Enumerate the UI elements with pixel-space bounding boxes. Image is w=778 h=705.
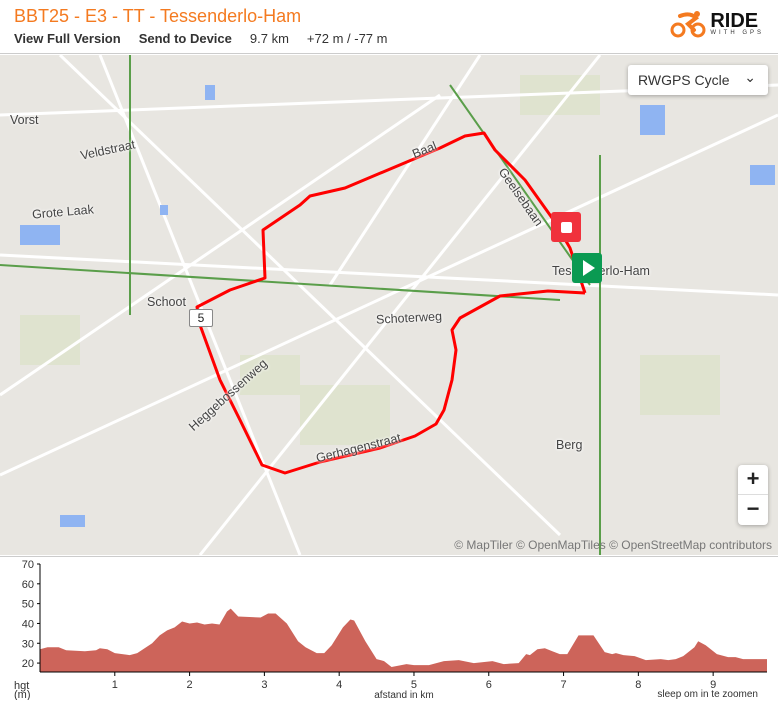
- route-line: [195, 131, 587, 475]
- map[interactable]: Vorst Veldstraat Grote Laak Schoot Baal …: [0, 55, 778, 555]
- x-tick-label: 4: [336, 679, 342, 691]
- start-marker[interactable]: [572, 253, 602, 283]
- zoom-in-button[interactable]: +: [738, 465, 768, 495]
- x-tick-label: 7: [560, 679, 566, 691]
- cycle-path: [449, 84, 591, 286]
- y-axis-label-unit: (m): [14, 689, 31, 700]
- y-tick-label: 20: [22, 658, 34, 670]
- route-title: BBT25 - E3 - TT - Tessenderlo-Ham: [14, 6, 302, 26]
- x-tick-label: 9: [710, 679, 716, 691]
- label-schoot: Schoot: [147, 295, 186, 309]
- park-area: [240, 355, 300, 395]
- view-full-version-link[interactable]: View Full Version: [14, 31, 121, 46]
- logo-text: RIDE: [710, 10, 759, 32]
- water: [60, 515, 85, 527]
- map-layer-select[interactable]: RWGPS Cycle ⌄: [628, 65, 768, 95]
- logo-subtext: WITH GPS: [710, 30, 764, 36]
- water: [160, 205, 168, 215]
- send-to-device-link[interactable]: Send to Device: [138, 31, 232, 46]
- map-attribution[interactable]: © MapTiler © OpenMapTiles © OpenStreetMa…: [454, 538, 772, 552]
- y-tick-label: 50: [22, 599, 34, 611]
- elevation-area: [40, 608, 767, 672]
- x-tick-label: 6: [486, 679, 492, 691]
- road: [0, 113, 778, 477]
- zoom-control: + −: [738, 465, 768, 525]
- water: [20, 225, 60, 245]
- map-canvas[interactable]: [0, 55, 778, 555]
- park-area: [20, 315, 80, 365]
- label-berg: Berg: [556, 438, 583, 452]
- road: [198, 55, 602, 555]
- ridewithgps-logo[interactable]: RIDE WITH GPS: [670, 10, 764, 38]
- y-tick-label: 70: [22, 559, 34, 571]
- y-tick-label: 60: [22, 579, 34, 591]
- map-layer-value: RWGPS Cycle: [638, 72, 730, 88]
- zoom-hint: sleep om in te zoomen: [657, 689, 758, 700]
- y-tick-label: 30: [22, 638, 34, 650]
- park-area: [300, 385, 390, 445]
- zoom-out-button[interactable]: −: [746, 496, 760, 521]
- label-vorst: Vorst: [10, 113, 39, 127]
- chevron-down-icon: ⌄: [744, 69, 756, 85]
- x-tick-label: 3: [261, 679, 267, 691]
- km-marker[interactable]: 5: [189, 309, 213, 327]
- x-tick-label: 1: [112, 679, 118, 691]
- stop-icon: [560, 221, 572, 233]
- distance-stat: 9.7 km: [249, 31, 289, 46]
- elevation-stat: +72 m / -77 m: [306, 31, 388, 46]
- elevation-svg[interactable]: 20 30 40 50 60 70 1 2 3 4 5 6 7 8 9 hgt(m) afstand in km…: [0, 557, 778, 701]
- road: [58, 55, 562, 537]
- x-tick-label: 2: [187, 679, 193, 691]
- header: BBT25 - E3 - TT - Tessenderlo-Ham View F…: [0, 0, 778, 54]
- road: [0, 93, 441, 397]
- play-icon: [582, 260, 595, 276]
- water: [750, 165, 775, 185]
- x-tick-label: 5: [411, 679, 417, 691]
- water: [205, 85, 215, 100]
- cycle-path: [0, 264, 561, 301]
- elevation-chart[interactable]: 20 30 40 50 60 70 1 2 3 4 5 6 7 8 9 hgt (m) afstand in km…: [0, 556, 778, 701]
- y-tick-label: 40: [22, 618, 34, 630]
- x-axis-label: afstand in km: [374, 690, 433, 700]
- end-marker[interactable]: [551, 212, 581, 242]
- x-tick-label: 8: [635, 679, 641, 691]
- park-area: [640, 355, 720, 415]
- water: [640, 105, 665, 135]
- cyclist-icon: [670, 11, 706, 38]
- y-axis-label: hgt: [14, 680, 29, 692]
- road: [328, 55, 482, 286]
